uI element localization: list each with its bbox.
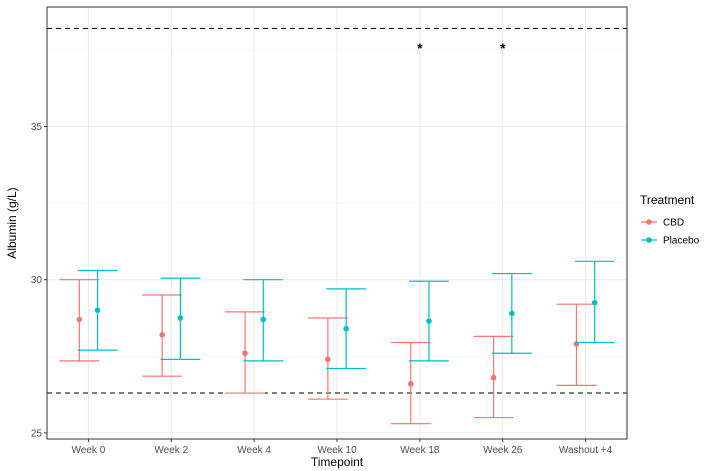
point-placebo bbox=[177, 315, 184, 321]
point-cbd bbox=[490, 374, 497, 381]
significance-annotation: * bbox=[417, 40, 423, 56]
point-placebo bbox=[343, 325, 349, 332]
significance-annotation: * bbox=[500, 40, 506, 56]
x-tick-label: Week 10 bbox=[317, 445, 357, 456]
x-tick-label: Week 26 bbox=[483, 445, 523, 456]
point-cbd bbox=[325, 356, 331, 363]
series bbox=[59, 260, 615, 425]
y-tick-label: 30 bbox=[31, 275, 43, 286]
legend-title: Treatment bbox=[640, 193, 695, 207]
x-axis-title: Timepoint bbox=[311, 455, 364, 469]
y-axis-title: Albumin (g/L) bbox=[5, 187, 19, 258]
x-tick-label: Week 4 bbox=[237, 445, 271, 456]
point-placebo bbox=[591, 299, 598, 306]
panel-border bbox=[46, 6, 628, 440]
point-cbd bbox=[242, 350, 248, 357]
legend-label: CBD bbox=[663, 218, 684, 229]
point-placebo bbox=[260, 316, 267, 323]
point-placebo bbox=[509, 310, 515, 317]
y-tick-label: 35 bbox=[31, 122, 43, 133]
legend-label: Placebo bbox=[663, 236, 700, 247]
axes: 25 30 35 Week 0 Week 2 Week 4 Week 10 Week 18 We… bbox=[31, 6, 628, 456]
x-tick-label: Washout +4 bbox=[559, 445, 613, 456]
point-placebo bbox=[94, 307, 101, 314]
grid bbox=[47, 7, 627, 439]
point-cbd bbox=[407, 381, 414, 387]
x-tick-label: Week 2 bbox=[154, 445, 188, 456]
reference-lines bbox=[47, 27, 627, 394]
point-cbd bbox=[159, 332, 165, 338]
x-tick-label: Week 18 bbox=[400, 445, 440, 456]
legend: Treatment CBD Placebo bbox=[640, 193, 700, 247]
legend-key-cbd bbox=[641, 219, 657, 225]
annotations: * * bbox=[417, 40, 506, 56]
point-cbd bbox=[76, 316, 83, 323]
legend-key-point bbox=[646, 219, 652, 225]
legend-key-placebo bbox=[641, 237, 657, 243]
y-tick-label: 25 bbox=[31, 428, 43, 439]
legend-key-point bbox=[646, 237, 652, 243]
point-placebo bbox=[426, 318, 432, 324]
x-tick-label: Week 0 bbox=[72, 445, 106, 456]
